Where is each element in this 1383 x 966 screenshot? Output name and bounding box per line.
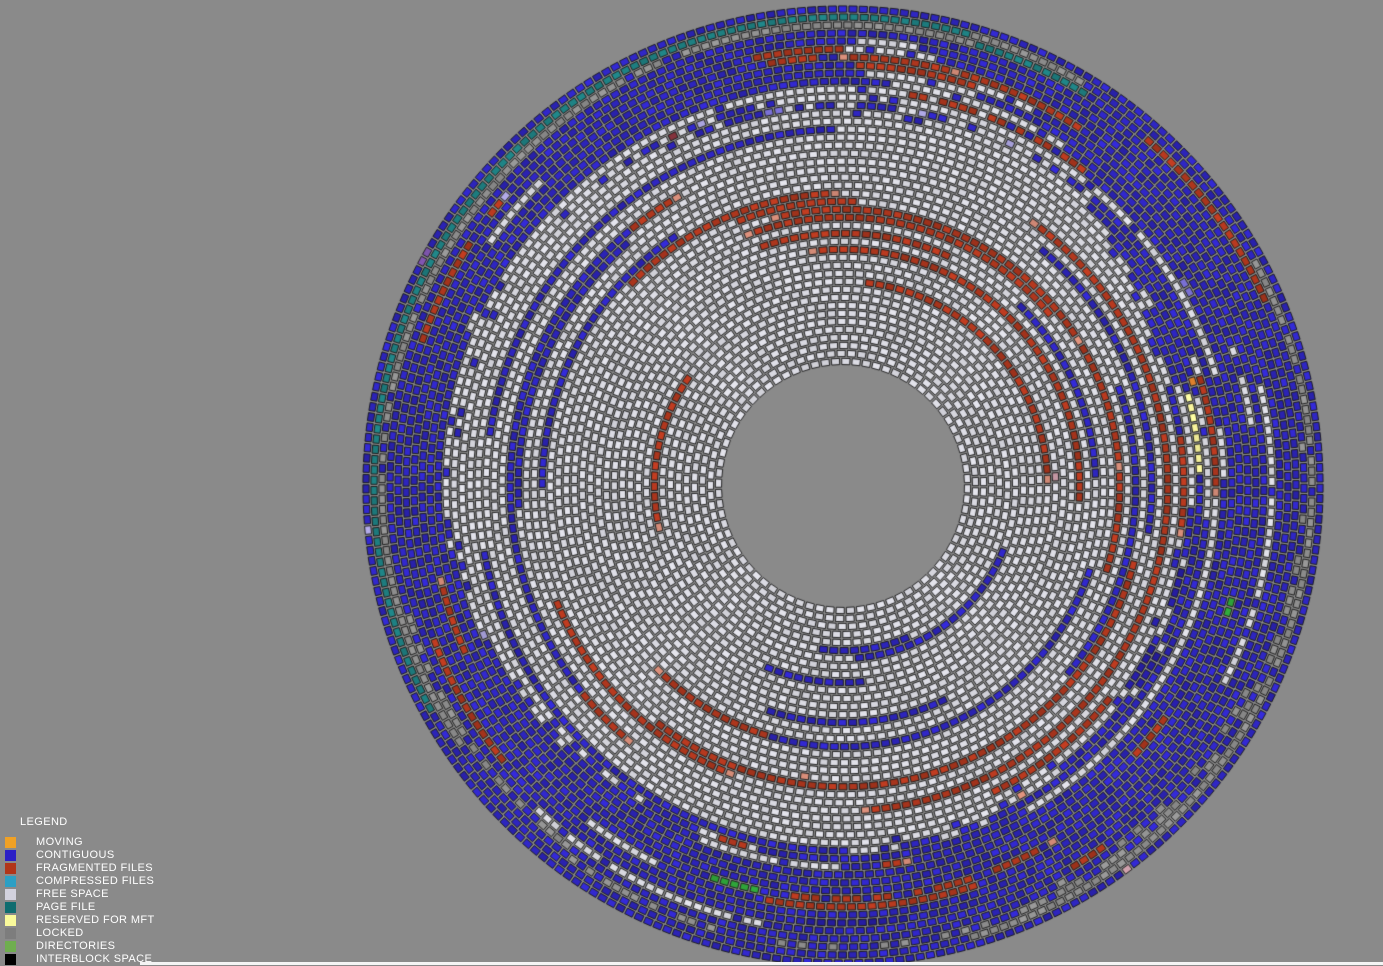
legend-item-row: FRAGMENTED FILES [5,862,155,875]
legend-item-row: COMPRESSED FILES [5,875,155,888]
legend-item-row: RESERVED FOR MFT [5,914,155,927]
legend-label: DIRECTORIES [36,940,116,952]
legend-label: COMPRESSED FILES [36,875,155,887]
window-bottom-edge [140,962,1383,965]
legend-swatch [5,902,16,913]
legend-swatch [5,915,16,926]
legend-item-row: LOCKED [5,927,155,940]
legend-item-row: CONTIGUOUS [5,849,155,862]
legend-label: CONTIGUOUS [36,849,115,861]
legend-item-row: INTERBLOCK SPACE [5,953,155,966]
legend-swatch [5,941,16,952]
legend-label: FRAGMENTED FILES [36,862,154,874]
legend-label: RESERVED FOR MFT [36,914,155,926]
legend-label: LOCKED [36,927,84,939]
legend-items: MOVING CONTIGUOUS FRAGMENTED FILES COMPRESS… [5,836,155,966]
legend-swatch [5,850,16,861]
legend-panel: LEGEND MOVING CONTIGUOUS FRAGMENTED FILES C… [5,817,155,966]
legend-item-row: MOVING [5,836,155,849]
legend-label: MOVING [36,836,84,848]
legend-swatch [5,954,16,965]
legend-label: FREE SPACE [36,888,109,900]
legend-swatch [5,863,16,874]
legend-label: PAGE FILE [36,901,96,913]
legend-item-row: PAGE FILE [5,901,155,914]
legend-swatch [5,889,16,900]
legend-swatch [5,837,16,848]
legend-swatch [5,876,16,887]
legend-title: LEGEND [20,816,68,828]
legend-item-row: FREE SPACE [5,888,155,901]
legend-item-row: DIRECTORIES [5,940,155,953]
legend-label: INTERBLOCK SPACE [36,953,153,965]
legend-swatch [5,928,16,939]
